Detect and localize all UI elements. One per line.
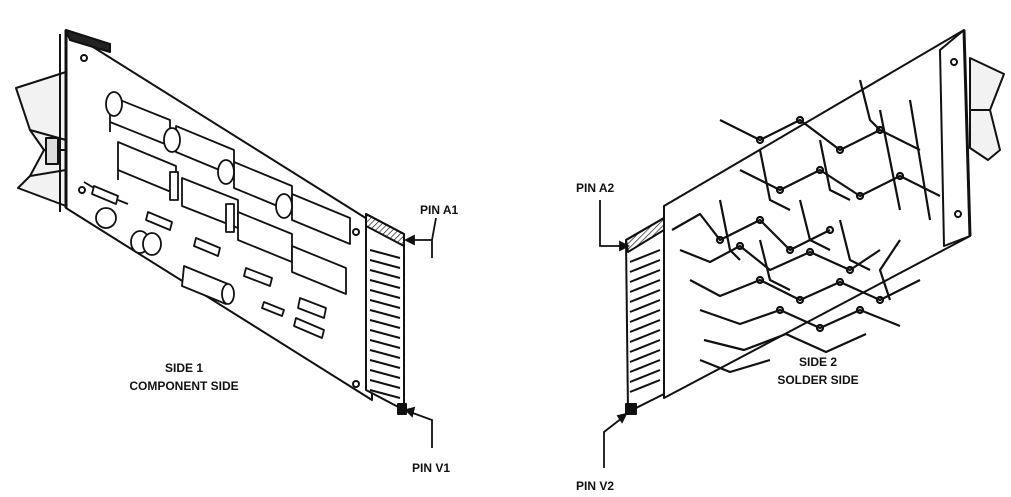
pin-v1-pointer xyxy=(404,406,433,448)
solder-side-caption: SOLDER SIDE xyxy=(777,373,858,387)
pin-a1-pointer xyxy=(403,217,437,258)
pin-v2-pointer xyxy=(603,412,628,468)
pin-v1-label: PIN V1 xyxy=(412,461,450,475)
side-2-caption: SIDE 2 xyxy=(799,355,837,369)
solder-traces xyxy=(671,79,941,374)
round-capacitors xyxy=(95,91,293,256)
pin-v2-label: PIN V2 xyxy=(576,479,614,493)
edge-connector-side-2 xyxy=(625,217,665,415)
pin-a2-label: PIN A2 xyxy=(576,181,615,195)
resistors xyxy=(83,181,327,339)
pin-a1-label: PIN A1 xyxy=(420,203,459,217)
pin-a2-pointer xyxy=(599,200,631,252)
ejector-handle-right xyxy=(969,57,1005,161)
component-side-board xyxy=(15,29,407,415)
ejector-handle-left xyxy=(15,71,67,207)
board-2-outline xyxy=(663,29,971,399)
side-1-caption: SIDE 1 xyxy=(165,361,203,375)
component-side-caption: COMPONENT SIDE xyxy=(129,379,238,393)
solder-side-board xyxy=(625,29,1005,415)
edge-connector-side-1 xyxy=(365,213,407,415)
